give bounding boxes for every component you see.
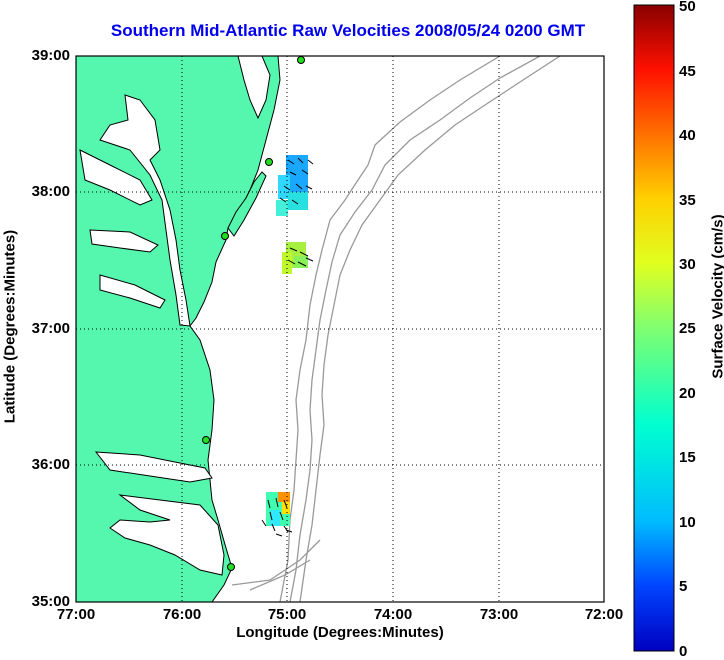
radar-station-marker	[203, 437, 210, 444]
radar-station-marker	[228, 564, 235, 571]
colorbar	[634, 5, 674, 651]
velocity-patch-north	[276, 155, 308, 216]
radar-station-marker	[298, 57, 305, 64]
radar-station-marker	[266, 159, 273, 166]
velocity-patch-south	[266, 492, 290, 526]
radar-station-marker	[222, 233, 229, 240]
velocity-patch-middle	[282, 242, 308, 274]
